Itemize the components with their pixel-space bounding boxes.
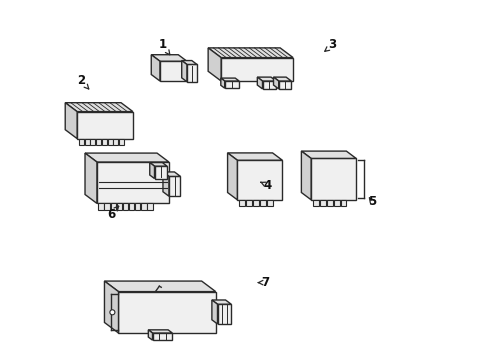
- Polygon shape: [208, 48, 221, 81]
- Polygon shape: [151, 55, 186, 61]
- Polygon shape: [96, 139, 101, 145]
- Circle shape: [110, 310, 115, 315]
- Polygon shape: [118, 292, 215, 333]
- Polygon shape: [257, 77, 262, 89]
- Text: 3: 3: [324, 39, 336, 51]
- Polygon shape: [340, 200, 346, 206]
- Polygon shape: [186, 64, 197, 82]
- Polygon shape: [217, 304, 231, 324]
- Polygon shape: [107, 139, 113, 145]
- Polygon shape: [260, 200, 265, 206]
- Polygon shape: [147, 203, 152, 210]
- Polygon shape: [65, 103, 77, 139]
- Polygon shape: [326, 200, 332, 206]
- Polygon shape: [98, 203, 103, 210]
- Polygon shape: [168, 176, 180, 196]
- Polygon shape: [149, 163, 154, 179]
- Polygon shape: [221, 58, 292, 81]
- Polygon shape: [320, 200, 325, 206]
- Polygon shape: [113, 139, 118, 145]
- Polygon shape: [163, 172, 180, 176]
- Polygon shape: [237, 160, 282, 200]
- Polygon shape: [273, 77, 291, 81]
- Text: 2: 2: [77, 75, 89, 89]
- Polygon shape: [313, 200, 318, 206]
- Polygon shape: [273, 77, 278, 89]
- Polygon shape: [266, 200, 272, 206]
- Polygon shape: [117, 203, 122, 210]
- Polygon shape: [148, 330, 172, 333]
- Polygon shape: [163, 172, 168, 196]
- Polygon shape: [97, 162, 168, 203]
- Polygon shape: [278, 81, 291, 89]
- Text: 4: 4: [260, 179, 271, 192]
- Polygon shape: [224, 81, 239, 88]
- Text: 1: 1: [158, 39, 169, 55]
- Polygon shape: [262, 81, 276, 89]
- Polygon shape: [182, 60, 186, 82]
- Polygon shape: [211, 300, 217, 324]
- Polygon shape: [119, 139, 124, 145]
- Polygon shape: [104, 281, 215, 292]
- Polygon shape: [182, 60, 197, 64]
- Polygon shape: [160, 61, 186, 81]
- Polygon shape: [310, 158, 355, 200]
- Polygon shape: [110, 203, 116, 210]
- Polygon shape: [77, 112, 133, 139]
- Polygon shape: [79, 139, 84, 145]
- Polygon shape: [301, 151, 310, 200]
- Polygon shape: [149, 163, 167, 166]
- Polygon shape: [221, 78, 224, 88]
- Polygon shape: [253, 200, 258, 206]
- Polygon shape: [84, 139, 89, 145]
- Polygon shape: [257, 77, 276, 81]
- Polygon shape: [135, 203, 140, 210]
- Polygon shape: [151, 55, 160, 81]
- Polygon shape: [85, 153, 168, 162]
- Polygon shape: [104, 281, 118, 333]
- Polygon shape: [208, 48, 292, 58]
- Polygon shape: [148, 330, 152, 340]
- Polygon shape: [129, 203, 134, 210]
- Polygon shape: [104, 203, 110, 210]
- Text: 6: 6: [107, 206, 119, 221]
- Text: 5: 5: [367, 195, 376, 208]
- Polygon shape: [154, 166, 167, 179]
- Text: 7: 7: [258, 276, 269, 289]
- Polygon shape: [90, 139, 95, 145]
- Polygon shape: [211, 300, 231, 304]
- Polygon shape: [85, 153, 97, 203]
- Polygon shape: [102, 139, 107, 145]
- Polygon shape: [333, 200, 339, 206]
- Polygon shape: [239, 200, 244, 206]
- Polygon shape: [152, 333, 172, 340]
- Polygon shape: [227, 153, 237, 200]
- Polygon shape: [246, 200, 251, 206]
- Polygon shape: [141, 203, 146, 210]
- Polygon shape: [65, 103, 133, 112]
- Polygon shape: [221, 78, 239, 81]
- Polygon shape: [122, 203, 128, 210]
- Polygon shape: [227, 153, 282, 160]
- Polygon shape: [301, 151, 355, 158]
